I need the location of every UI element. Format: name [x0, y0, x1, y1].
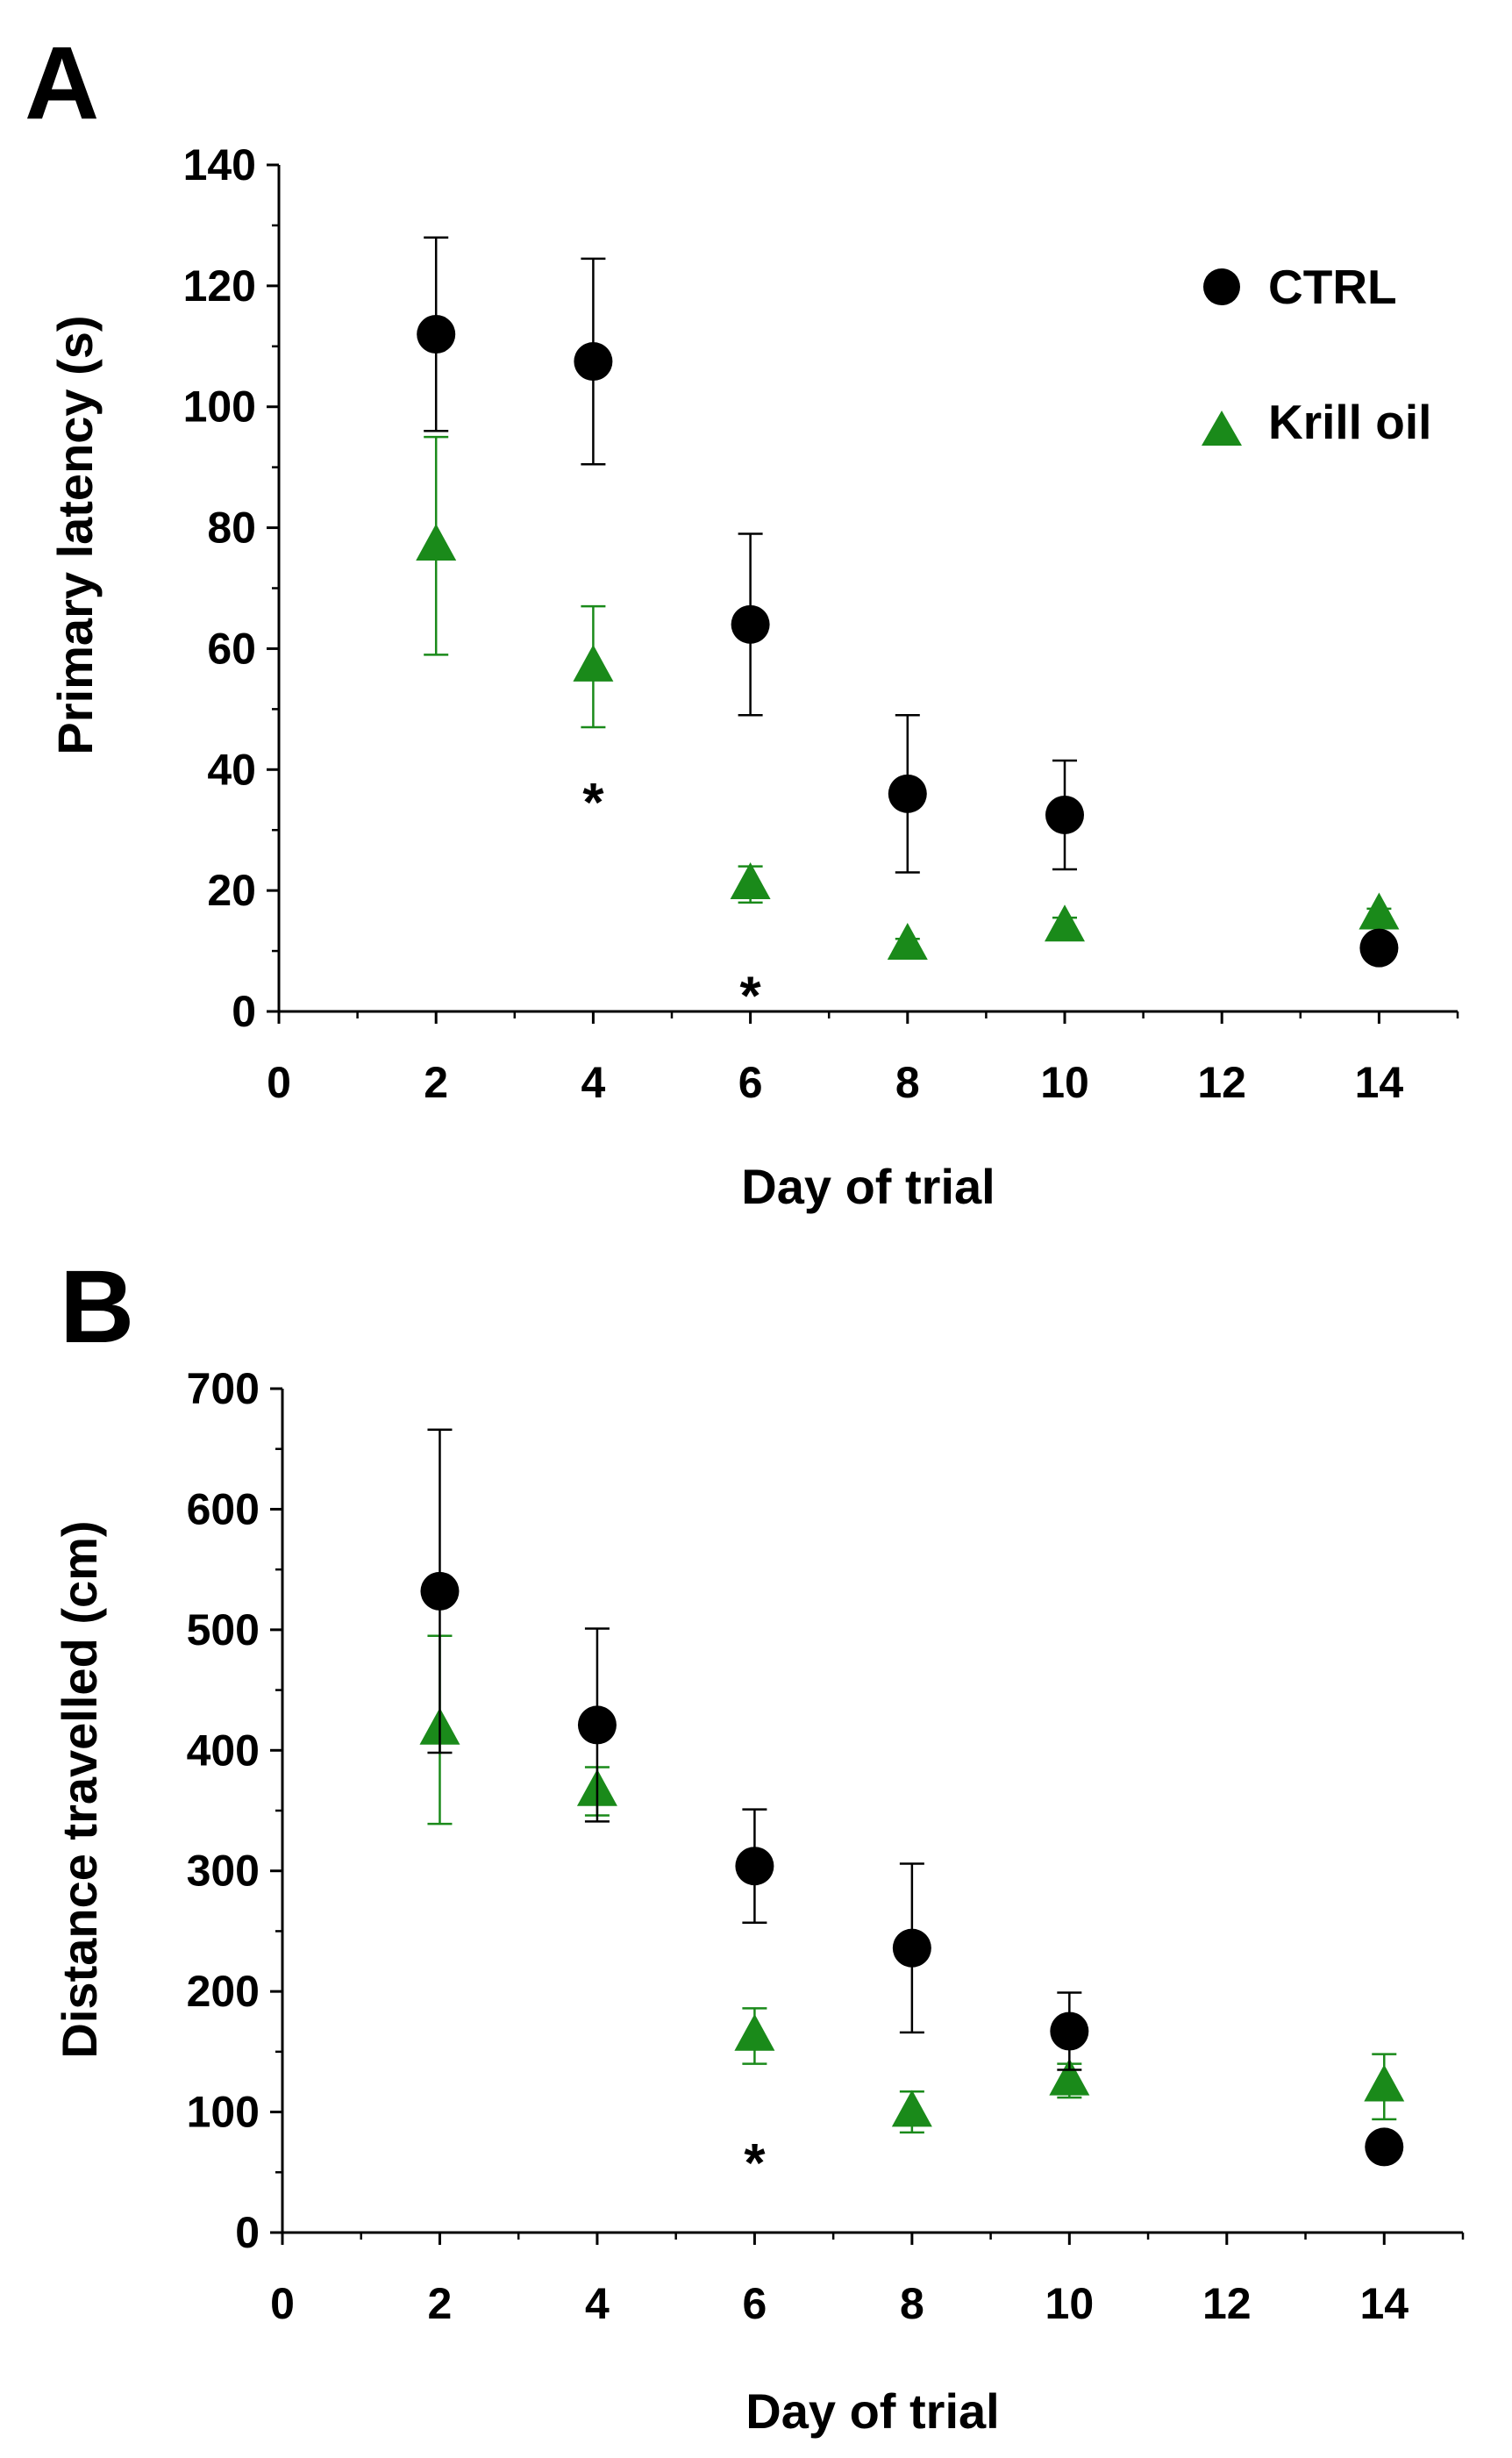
panel-a-x-tick-label: 4 [581, 1058, 605, 1107]
panel-a-letter: A [25, 25, 99, 141]
panel-a-x-tick-label: 2 [424, 1058, 448, 1107]
panel-a-ctrl-point [417, 315, 456, 354]
panel-b-ctrl-point [1050, 2011, 1089, 2051]
panel-a-krill-oil-point [887, 922, 928, 960]
panel-a-x-tick-label: 8 [895, 1058, 920, 1107]
panel-a: A Primary latency (s) Day of trial CTRL … [25, 25, 1459, 1214]
panel-a-y-tick-label: 40 [207, 745, 256, 794]
legend-ctrl-marker [1203, 268, 1240, 305]
panel-a-x-tick-label: 0 [267, 1058, 291, 1107]
panel-a-krill-oil-point [416, 524, 457, 561]
panel-b-ctrl-point [1365, 2127, 1404, 2167]
panel-a-x-tick-label: 14 [1355, 1058, 1404, 1107]
panel-a-ctrl-point [731, 604, 770, 644]
panel-a-y-tick-label: 60 [207, 624, 256, 673]
panel-b-ctrl-point [892, 1928, 931, 1968]
panel-a-y-axis-title: Primary latency (s) [47, 315, 103, 754]
panel-b-y-tick-label: 100 [187, 2088, 260, 2137]
panel-b: B Distance travelled (cm) Day of trial 0… [52, 1249, 1465, 2439]
panel-b-x-tick-label: 8 [900, 2279, 924, 2328]
panel-a-ctrl-point [888, 774, 927, 813]
panel-a-krill-oil-point [730, 862, 771, 900]
panel-a-y-tick-label: 80 [207, 504, 256, 553]
panel-b-x-tick-label: 10 [1045, 2279, 1095, 2328]
panel-b-y-tick-label: 600 [187, 1484, 260, 1533]
panel-b-krill-oil-point [1364, 2064, 1405, 2102]
panel-b-y-axis-title: Distance travelled (cm) [52, 1520, 107, 2058]
panel-b-krill-oil-point [734, 2013, 775, 2051]
legend-krill-oil-label: Krill oil [1268, 395, 1431, 449]
panel-a-significance-marker: * [740, 967, 762, 1027]
panel-b-x-tick-label: 0 [270, 2279, 295, 2328]
panel-a-krill-oil-point [573, 644, 614, 682]
panel-b-krill-oil-point [891, 2090, 932, 2127]
panel-a-x-axis-title: Day of trial [741, 1159, 995, 1214]
panel-a-y-tick-label: 140 [183, 140, 256, 189]
legend-ctrl-label: CTRL [1268, 260, 1397, 314]
panel-b-x-tick-label: 4 [585, 2279, 610, 2328]
legend: CTRL Krill oil [1202, 260, 1431, 449]
panel-b-x-axis-title: Day of trial [745, 2383, 999, 2439]
panel-a-y-tick-label: 20 [207, 866, 256, 915]
panel-b-y-tick-label: 400 [187, 1726, 260, 1775]
panel-a-x-tick-label: 10 [1040, 1058, 1089, 1107]
panel-a-y-tick-label: 0 [232, 987, 256, 1036]
panel-b-y-tick-label: 200 [187, 1967, 260, 2016]
panel-a-y-tick-label: 120 [183, 261, 256, 311]
panel-b-x-tick-label: 12 [1202, 2279, 1252, 2328]
panel-b-letter: B [60, 1249, 134, 1365]
panel-a-ctrl-point [1359, 928, 1399, 968]
panel-b-y-tick-label: 300 [187, 1847, 260, 1896]
panel-b-x-tick-label: 6 [742, 2279, 767, 2328]
panel-a-krill-oil-point [1359, 892, 1400, 930]
panel-b-y-tick-label: 700 [187, 1364, 260, 1413]
panel-b-x-tick-label: 2 [428, 2279, 453, 2328]
panel-b-x-tick-label: 14 [1359, 2279, 1409, 2328]
panel-b-krill-oil-point [1049, 2058, 1090, 2096]
panel-a-ctrl-point [1045, 795, 1084, 834]
panel-b-ctrl-point [420, 1571, 460, 1611]
panel-a-krill-oil-point [1045, 904, 1085, 942]
panel-a-x-tick-label: 6 [738, 1058, 763, 1107]
panel-b-ctrl-point [735, 1847, 774, 1886]
panel-a-significance-marker: * [582, 773, 604, 833]
panel-a-x-tick-label: 12 [1197, 1058, 1246, 1107]
panel-b-significance-marker: * [744, 2133, 766, 2194]
legend-krill-oil-marker [1202, 411, 1242, 446]
panel-a-y-tick-label: 100 [183, 382, 256, 432]
panel-a-ctrl-point [574, 342, 613, 382]
panel-b-y-tick-label: 500 [187, 1605, 260, 1654]
panel-b-y-tick-label: 0 [235, 2208, 260, 2257]
panel-b-ctrl-point [577, 1705, 617, 1745]
